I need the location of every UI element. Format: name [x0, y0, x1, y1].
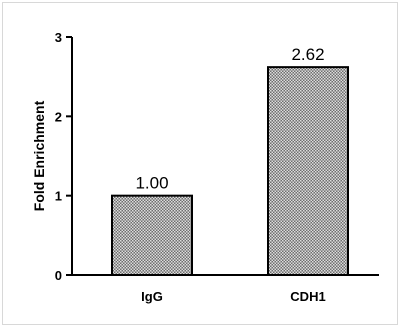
bar-cdh1 — [267, 66, 349, 276]
x-axis-labels: IgG CDH1 — [141, 289, 326, 304]
chart-frame: Fold Enrichment 0 1 2 3 1.00 2.62 IgG CDH1 — [2, 2, 398, 325]
y-tick-label: 0 — [55, 268, 62, 283]
data-label: 2.62 — [291, 45, 324, 64]
x-tick-label: IgG — [141, 289, 163, 304]
x-tick-label: CDH1 — [290, 289, 325, 304]
bars: 1.00 2.62 — [111, 45, 349, 277]
y-tick-label: 1 — [55, 189, 62, 204]
bar-chart: Fold Enrichment 0 1 2 3 1.00 2.62 IgG CDH1 — [31, 30, 379, 304]
data-label: 1.00 — [135, 174, 168, 193]
y-tick-label: 2 — [55, 109, 62, 124]
y-axis-ticks: 0 1 2 3 — [55, 30, 72, 283]
y-tick-label: 3 — [55, 30, 62, 45]
y-axis-title: Fold Enrichment — [31, 100, 47, 211]
bar-igg — [111, 194, 193, 277]
